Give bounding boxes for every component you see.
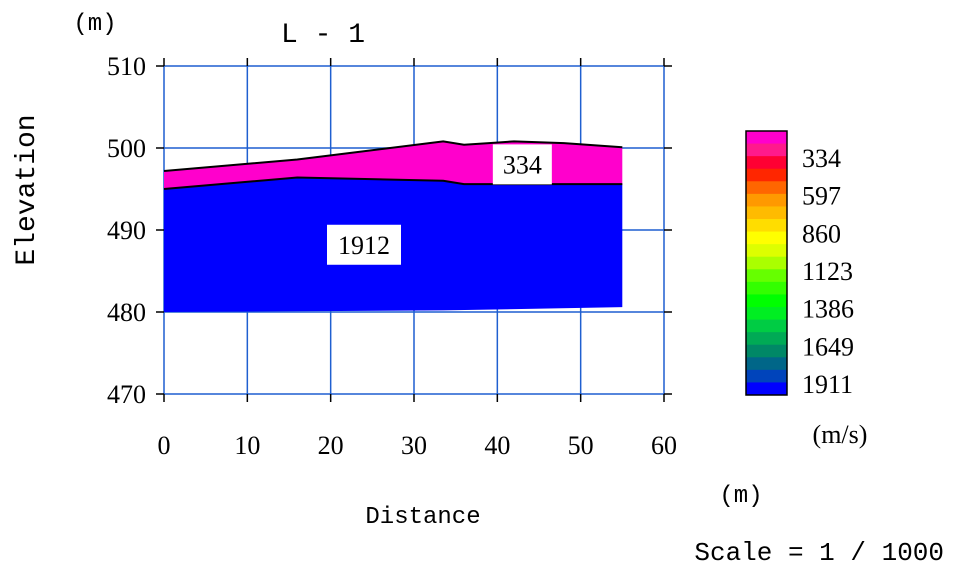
colorbar-label: 1911 xyxy=(802,370,853,399)
x-tick-label: 20 xyxy=(318,431,344,460)
colorbar-swatch xyxy=(746,219,787,233)
colorbar-swatch xyxy=(746,143,787,157)
colorbar-swatch xyxy=(746,193,787,207)
layer-boundary-334 xyxy=(163,140,623,172)
layer-labels: 334 1912 xyxy=(327,144,552,265)
colorbar-swatch xyxy=(746,131,787,145)
colorbar-swatch xyxy=(746,307,787,321)
y-tick-label: 480 xyxy=(107,298,146,327)
x-tick-label: 50 xyxy=(568,431,594,460)
colorbar-unit: (m/s) xyxy=(813,420,868,449)
colorbar-label: 334 xyxy=(802,144,841,173)
layer-label-box xyxy=(327,224,401,265)
colorbar-swatch xyxy=(746,231,787,245)
colorbar-label: 597 xyxy=(802,182,841,211)
x-tick-label: 0 xyxy=(158,431,171,460)
y-tick-labels: 470 480 490 500 510 xyxy=(107,52,146,409)
colorbar-swatch xyxy=(746,332,787,346)
chart-title: L - 1 xyxy=(281,20,365,51)
colorbar xyxy=(745,130,788,396)
colorbar-swatch xyxy=(746,244,787,258)
y-unit-label: (m) xyxy=(73,11,116,38)
colorbar-swatch xyxy=(746,256,787,270)
colorbar-label: 1386 xyxy=(802,295,854,324)
colorbar-swatch xyxy=(746,382,787,396)
colorbar-swatch xyxy=(746,206,787,220)
x-tick-label: 40 xyxy=(484,431,510,460)
colorbar-labels: 334 597 860 1123 1386 1649 1911 xyxy=(802,144,854,399)
y-tick-label: 490 xyxy=(107,216,146,245)
layer-label: 1912 xyxy=(338,231,390,260)
x-unit-label: (m) xyxy=(719,483,762,510)
y-tick-label: 510 xyxy=(107,52,146,81)
colorbar-swatch xyxy=(746,344,787,358)
colorbar-label: 1649 xyxy=(802,332,854,361)
colorbar-label: 860 xyxy=(802,219,841,248)
tick-marks xyxy=(156,58,672,402)
colorbar-label: 1123 xyxy=(802,257,853,286)
x-axis-label: Distance xyxy=(365,504,480,531)
x-tick-labels: 0 10 20 30 40 50 60 xyxy=(158,431,678,460)
scale-text: Scale = 1 / 1000 xyxy=(694,538,944,568)
colorbar-swatch xyxy=(746,156,787,170)
colorbar-swatch xyxy=(746,357,787,371)
colorbar-swatch xyxy=(746,281,787,295)
colorbar-swatch xyxy=(746,319,787,333)
y-axis-label: Elevation xyxy=(12,114,43,265)
y-tick-label: 500 xyxy=(107,134,146,163)
colorbar-swatch xyxy=(746,294,787,308)
colorbar-swatch xyxy=(746,168,787,182)
colorbar-border xyxy=(745,130,788,396)
colorbar-swatch xyxy=(746,269,787,283)
y-tick-label: 470 xyxy=(107,380,146,409)
x-tick-label: 10 xyxy=(234,431,260,460)
layer-label-box xyxy=(492,144,552,185)
colorbar-swatch xyxy=(746,369,787,383)
x-tick-label: 60 xyxy=(651,431,677,460)
layer-label: 334 xyxy=(503,150,542,179)
colorbar-swatch xyxy=(746,181,787,195)
x-tick-label: 30 xyxy=(401,431,427,460)
